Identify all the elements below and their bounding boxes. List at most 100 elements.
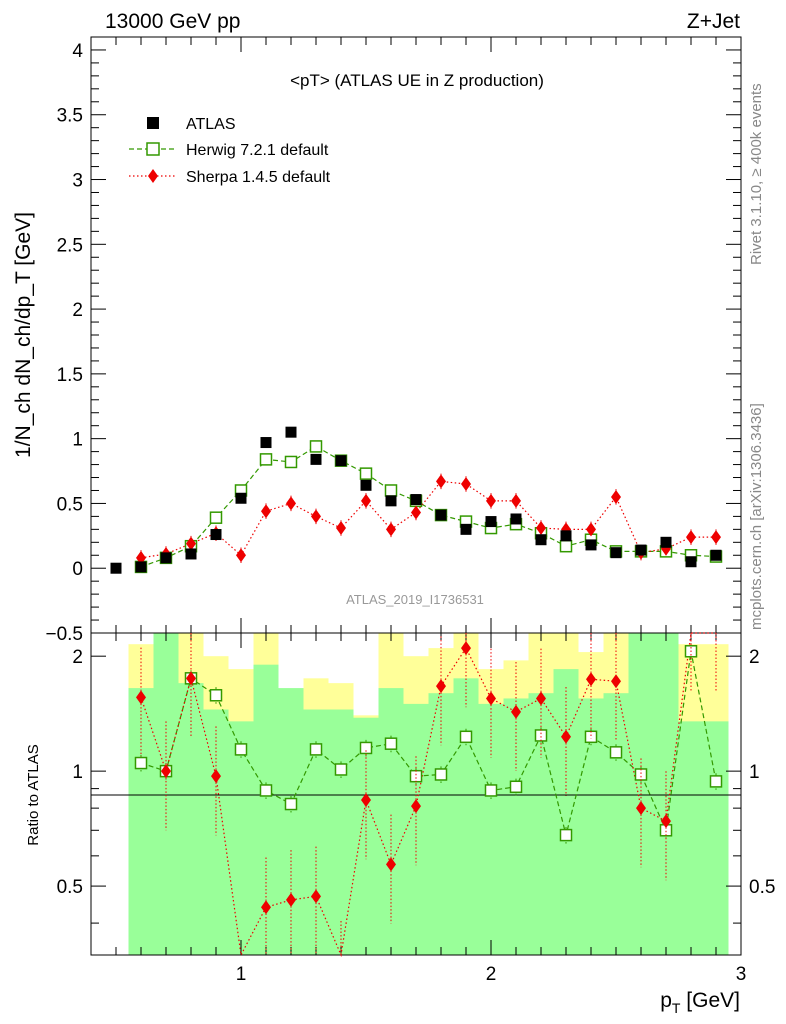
ratio-sherpa-point: [486, 691, 496, 706]
atlas-point: [235, 492, 247, 504]
main-ylabel: 1/N_ch dN_ch/dp_T [GeV]: [12, 212, 35, 458]
xlabel: pT [GeV]: [660, 989, 740, 1016]
sherpa-point: [536, 521, 546, 536]
sherpa-point: [386, 522, 396, 537]
sherpa-point: [436, 474, 446, 489]
herwig-point: [259, 453, 273, 466]
rivet-label: Rivet 3.1.10, ≥ 400k events: [748, 83, 765, 265]
herwig-point: [309, 440, 323, 453]
atlas-point: [685, 556, 697, 568]
main-ytick-label: 0: [72, 559, 83, 580]
ratio-sherpa-point: [611, 674, 621, 689]
xlabel-p: p: [660, 989, 672, 1012]
ratio-ytick-label: 2: [72, 647, 83, 668]
legend-herwig-marker: [146, 142, 160, 156]
main-ytick-label: 3.5: [57, 106, 83, 127]
sherpa-point: [136, 550, 146, 565]
main-ytick-label: −0.5: [45, 624, 83, 645]
ratio-sherpa-line: [140, 632, 716, 958]
ratio-herwig-point: [634, 768, 648, 781]
ratio-herwig-point: [334, 763, 348, 776]
ratio-band-inner: [453, 678, 479, 955]
herwig-point: [384, 484, 398, 497]
analysis-id-label: ATLAS_2019_I1736531: [346, 592, 484, 607]
atlas-point: [185, 548, 197, 560]
ratio-band-inner: [603, 693, 629, 955]
legend-atlas-label: ATLAS: [186, 116, 236, 133]
main-ytick-label: 3: [72, 171, 83, 192]
ratio-sherpa-point: [511, 704, 521, 719]
ratio-band-inner: [328, 709, 354, 955]
herwig-line: [140, 445, 717, 568]
main-ytick-label: 1: [72, 430, 83, 451]
ratio-band-inner: [478, 703, 504, 955]
legend-atlas-marker: [147, 117, 159, 129]
ratio-ytick-label: 0.5: [57, 877, 83, 898]
xlabel-sub: T: [672, 1000, 681, 1016]
ratio-herwig-point: [709, 775, 723, 788]
ratio-sherpa-point: [161, 764, 171, 779]
ratio-ylabel: Ratio to ATLAS: [25, 744, 42, 845]
atlas-point: [460, 523, 472, 535]
ratio-band-inner: [653, 633, 679, 955]
sherpa-point: [461, 477, 471, 491]
main-ytick-label: 0.5: [57, 494, 83, 515]
ratio-sherpa-point: [411, 799, 421, 814]
ratio-axis-ticks: 0.5 0.5 1 1 2 2 1 2 3: [57, 633, 775, 985]
atlas-point: [560, 530, 572, 542]
main-ytick-label: 1.5: [57, 365, 83, 386]
main-axis-ticks: −0.5 0 0.5 1 1.5 2 2.5 3 3.5 4: [45, 37, 741, 645]
ratio-herwig-point: [134, 756, 148, 770]
ratio-herwig-point: [484, 784, 498, 797]
ratio-herwig-point: [434, 768, 448, 781]
sherpa-point: [286, 496, 296, 511]
ratio-sherpa-point: [311, 889, 321, 904]
ratio-sherpa-point: [561, 729, 571, 744]
ratio-herwig-point: [609, 746, 623, 759]
atlas-point: [435, 509, 447, 521]
ratio-band-inner: [403, 703, 429, 955]
header-left-text: 13000 GeV pp: [105, 10, 240, 33]
ratio-ytick-label-right: 0.5: [749, 877, 775, 898]
sherpa-point: [686, 530, 696, 545]
legend-sherpa-label: Sherpa 1.4.5 default: [186, 169, 331, 186]
atlas-point: [485, 516, 497, 528]
sherpa-point: [236, 548, 246, 563]
sherpa-point: [336, 521, 346, 536]
ratio-sherpa-point: [136, 690, 146, 705]
ratio-herwig-point: [459, 730, 473, 744]
atlas-point: [660, 536, 672, 548]
ratio-band-inner: [553, 669, 579, 955]
sherpa-point: [311, 509, 321, 524]
xlabel-unit: [GeV]: [680, 989, 740, 1012]
legend-sherpa-marker: [148, 169, 158, 183]
main-ytick-label: 2: [72, 300, 83, 321]
ratio-ytick-label-right: 1: [749, 762, 760, 783]
herwig-point: [284, 455, 298, 469]
ratio-band-inner: [503, 698, 529, 955]
ratio-herwig-point: [309, 743, 323, 756]
ratio-herwig-point: [284, 797, 298, 811]
ratio-sherpa-point: [636, 801, 646, 816]
sherpa-point: [511, 493, 521, 508]
herwig-point: [559, 539, 573, 553]
ratio-band-inner: [278, 688, 304, 955]
atlas-point: [610, 547, 622, 559]
main-title: <pT> (ATLAS UE in Z production): [290, 71, 544, 90]
ratio-sherpa-point: [186, 671, 196, 686]
atlas-point: [585, 539, 597, 551]
atlas-point: [160, 552, 172, 564]
ratio-sherpa-point: [261, 900, 271, 915]
ratio-xtick-label: 1: [236, 964, 247, 985]
ratio-panel: 0.5 0.5 1 1 2 2 1 2 3 Ratio to ATLAS: [25, 632, 775, 985]
ratio-band-inner: [178, 683, 204, 955]
ratio-ytick-label: 1: [72, 762, 83, 783]
legend-herwig-label: Herwig 7.2.1 default: [186, 142, 329, 159]
atlas-point: [360, 479, 372, 491]
sherpa-point: [261, 504, 271, 519]
ratio-band-inner: [703, 721, 729, 955]
atlas-point: [135, 561, 147, 573]
herwig-point: [359, 467, 373, 480]
ratio-herwig-point: [259, 784, 273, 797]
